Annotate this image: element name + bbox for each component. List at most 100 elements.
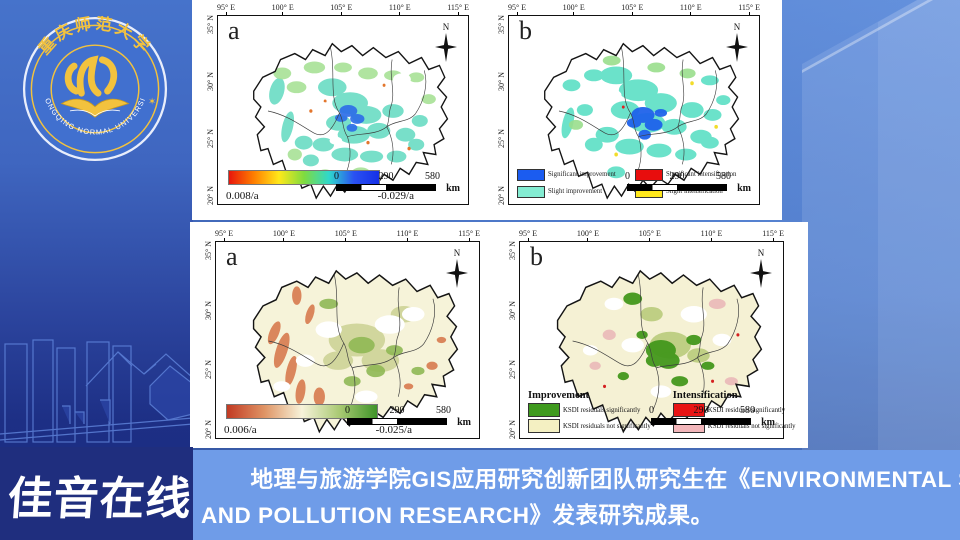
- banner-brand-block: [0, 447, 193, 540]
- axis-tick: 100° E: [273, 229, 295, 241]
- axis-tick: 25° N: [206, 129, 215, 148]
- scale-tick: 290: [669, 171, 685, 182]
- banner-message-line2: AND POLLUTION RESEARCH》发表研究成果。: [201, 503, 714, 528]
- colorbar-min-label: 0.008/a: [226, 190, 259, 202]
- scale-tick: 580: [425, 171, 440, 182]
- axis-tick: 35° N: [204, 241, 213, 260]
- axis-tick: 20° N: [508, 420, 517, 439]
- legend-swatch: [635, 168, 663, 181]
- axis-tick: 20° N: [204, 420, 213, 439]
- legend-item: KSDI residuals not significantly: [528, 419, 651, 433]
- axis-tick: 110° E: [389, 3, 411, 15]
- map-panel-trend-b: 95° E 100° E 105° E 110° E 115° E 35° N …: [495, 3, 760, 205]
- north-arrow-icon: N: [435, 22, 457, 62]
- legend-label: KSDI residuals not significantly: [707, 422, 796, 430]
- north-arrow-icon: N: [750, 248, 772, 288]
- axis-tick: 105° E: [639, 229, 661, 241]
- axis-tick: 105° E: [621, 3, 643, 15]
- scale-unit: km: [457, 417, 471, 428]
- legend-swatch: [672, 403, 705, 417]
- map-frame: a N 0.006/a -0.025/a 0 290 580 km: [215, 241, 480, 439]
- logo-monogram: [64, 55, 118, 97]
- axis-top: 95° E 100° E 105° E 110° E 115° E: [508, 3, 760, 15]
- axis-tick: 95° E: [508, 3, 526, 15]
- axis-tick: 30° N: [508, 300, 517, 320]
- north-arrow-icon: N: [726, 22, 748, 62]
- north-arrow-icon: N: [446, 248, 468, 288]
- scale-tick: 0: [625, 171, 630, 182]
- scale-bar-segments: [651, 418, 751, 425]
- legend-swatch: [528, 403, 560, 417]
- map-frame: a N 0.008/a -0.029/a 0 290 580 km: [217, 15, 469, 205]
- skyline-lines: [0, 339, 193, 443]
- map-blobs: [558, 47, 731, 179]
- north-label: N: [758, 248, 765, 258]
- colorbar-min-label: 0.006/a: [224, 424, 257, 436]
- axis-tick: 110° E: [397, 229, 419, 241]
- axis-tick: 105° E: [330, 3, 352, 15]
- scale-tick: 580: [436, 405, 451, 416]
- legend-item: Significant intensification: [635, 167, 763, 182]
- legend-group-title: Improvement: [528, 390, 590, 401]
- legend-group-improvement: Improvement KSDI residuals significantly…: [528, 390, 651, 433]
- scale-unit: km: [446, 183, 460, 194]
- scale-unit: km: [761, 417, 775, 428]
- legend-label: Significant improvement: [548, 171, 616, 178]
- legend-label: KSDI residuals significantly: [563, 406, 641, 414]
- axis-left: 35° N 30° N 25° N 20° N: [204, 15, 217, 205]
- map-trend-a: [252, 42, 449, 199]
- scale-bar: 0 290 580 km: [625, 171, 751, 194]
- colorbar: [228, 170, 380, 185]
- map-ksdi-a: [252, 270, 459, 433]
- colorbar: [226, 404, 378, 419]
- map-frame: b N Improvement KSDI residuals significa…: [519, 241, 796, 439]
- axis-tick: 30° N: [206, 72, 215, 91]
- axis-tick: 30° N: [497, 72, 506, 91]
- map-frame: b N Significant improvement Slight impro…: [508, 15, 760, 205]
- axis-tick: 115° E: [738, 3, 760, 15]
- axis-tick: 110° E: [680, 3, 702, 15]
- axis-top: 95° E 100° E 105° E 110° E 115° E: [217, 3, 469, 15]
- axis-tick: 25° N: [204, 360, 213, 380]
- legend-swatch: [528, 419, 560, 433]
- scale-tick: 0: [649, 405, 654, 416]
- axis-tick: 95° E: [215, 229, 233, 241]
- legend-group-title: Intensification: [672, 390, 738, 401]
- axis-tick: 115° E: [762, 229, 784, 241]
- legend-label: KSDI residuals not significantly: [563, 422, 651, 430]
- scale-bar: 0 290 580 km: [334, 171, 460, 194]
- scale-tick: 0: [334, 171, 339, 182]
- panel-letter: a: [228, 16, 240, 45]
- axis-tick: 105° E: [335, 229, 357, 241]
- scale-tick: 580: [740, 405, 755, 416]
- colorbar-max-label: -0.025/a: [375, 424, 412, 436]
- scale-unit: km: [737, 183, 751, 194]
- legend-item: Significant improvement: [517, 167, 633, 182]
- map-ksdi-b: [556, 270, 763, 433]
- axis-tick: 25° N: [508, 360, 517, 380]
- legend-groups: Improvement KSDI residuals significantly…: [528, 390, 796, 433]
- map-trend-b: [543, 42, 740, 199]
- axis-tick: 100° E: [272, 3, 294, 15]
- legend-swatch: [517, 185, 545, 198]
- axis-left: 35° N 30° N 25° N 20° N: [506, 241, 519, 439]
- banner-message-line1: 地理与旅游学院GIS应用研究创新团队研究生在《ENVIRONMENTAL SCI…: [250, 467, 960, 492]
- axis-tick: 100° E: [577, 229, 599, 241]
- legend-label: Significant intensification: [666, 171, 737, 178]
- panel-letter: b: [519, 16, 532, 45]
- legend-item: KSDI residuals significantly: [528, 403, 651, 417]
- axis-tick: 95° E: [519, 229, 537, 241]
- axis-left: 35° N 30° N 25° N 20° N: [495, 15, 508, 205]
- map-blobs: [557, 270, 762, 432]
- figure-trend-maps: 95° E 100° E 105° E 110° E 115° E 35° N …: [192, 0, 782, 220]
- legend-group-intensification: Intensification KSDI residuals significa…: [672, 390, 796, 433]
- axis-tick: 100° E: [563, 3, 585, 15]
- banner-message: 地理与旅游学院GIS应用研究创新团队研究生在《ENVIRONMENTAL SCI…: [193, 450, 960, 534]
- colorbar-labels: 0.008/a -0.029/a: [226, 190, 414, 202]
- panel-letter: a: [226, 242, 238, 271]
- map-blobs: [267, 47, 436, 180]
- figure-ksdi-maps: 95° E 100° E 105° E 110° E 115° E 35° N …: [190, 222, 808, 448]
- north-label: N: [454, 248, 461, 258]
- axis-tick: 30° N: [204, 300, 213, 320]
- legend-item: KSDI residuals significantly: [672, 403, 796, 417]
